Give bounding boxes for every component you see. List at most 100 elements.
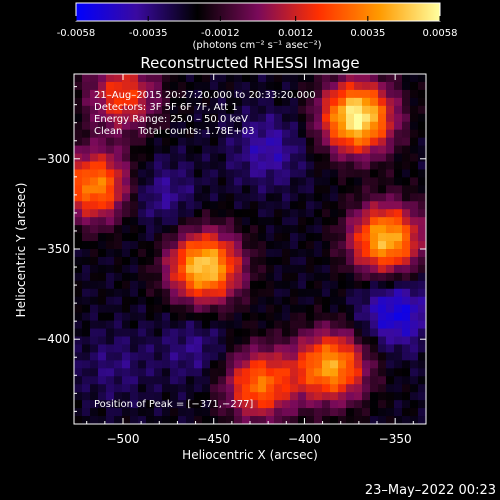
heatmap-cell xyxy=(138,81,147,91)
heatmap-cell xyxy=(306,249,315,258)
heatmap-cell xyxy=(178,241,187,250)
heatmap-cell xyxy=(298,336,307,345)
heatmap-cell xyxy=(146,177,155,186)
heatmap-cell xyxy=(354,177,363,186)
heatmap-cell xyxy=(202,74,211,83)
heatmap-cell xyxy=(194,169,203,178)
heatmap-cell xyxy=(322,264,331,274)
heatmap-cell xyxy=(122,161,131,170)
heatmap-cell xyxy=(130,201,139,210)
heatmap-cell xyxy=(418,121,427,131)
heatmap-cell xyxy=(418,416,427,425)
heatmap-cell xyxy=(418,304,427,314)
heatmap-cell xyxy=(146,336,155,345)
heatmap-cell xyxy=(210,256,219,266)
heatmap-cell xyxy=(282,129,291,139)
heatmap-cell xyxy=(338,145,347,154)
heatmap-cell xyxy=(338,241,347,250)
heatmap-cell xyxy=(98,89,107,99)
heatmap-cell xyxy=(130,336,139,345)
heatmap-cell xyxy=(354,312,363,321)
heatmap-cell xyxy=(106,169,115,178)
heatmap-cell xyxy=(418,97,427,107)
heatmap-cell xyxy=(242,233,251,242)
heatmap-cell xyxy=(306,201,315,210)
heatmap-cell xyxy=(194,105,203,115)
heatmap-cell xyxy=(202,312,211,321)
heatmap-cell xyxy=(394,352,403,361)
heatmap-cell xyxy=(202,249,211,258)
heatmap-cell xyxy=(114,193,123,202)
heatmap-cell xyxy=(250,185,259,194)
heatmap-cell xyxy=(354,121,363,131)
heatmap-cell xyxy=(298,288,307,298)
heatmap-cell xyxy=(98,328,107,337)
heatmap-cell xyxy=(106,193,115,202)
heatmap-cell xyxy=(242,416,251,425)
heatmap-cell xyxy=(274,209,283,218)
heatmap-cell xyxy=(378,264,387,274)
heatmap-cell xyxy=(90,320,99,329)
heatmap-cell xyxy=(106,384,115,393)
heatmap-cell xyxy=(146,209,155,218)
heatmap-cell xyxy=(122,185,131,194)
heatmap-cell xyxy=(290,344,299,353)
heatmap-cell xyxy=(146,368,155,377)
heatmap-cell xyxy=(354,105,363,115)
heatmap-cell xyxy=(418,328,427,337)
heatmap-cell xyxy=(170,129,179,139)
heatmap-cells xyxy=(74,74,427,425)
heatmap-cell xyxy=(298,328,307,337)
heatmap-cell xyxy=(290,312,299,321)
heatmap-cell xyxy=(410,352,419,361)
heatmap-cell xyxy=(138,161,147,170)
heatmap-cell xyxy=(266,74,275,83)
heatmap-cell xyxy=(266,368,275,377)
heatmap-cell xyxy=(218,97,227,107)
heatmap-cell xyxy=(306,400,315,409)
heatmap-cell xyxy=(250,376,259,385)
heatmap-cell xyxy=(74,193,83,202)
heatmap-cell xyxy=(290,233,299,242)
heatmap-cell xyxy=(130,360,139,369)
heatmap-cell xyxy=(218,304,227,314)
heatmap-cell xyxy=(282,328,291,337)
heatmap-cell xyxy=(138,296,147,306)
heatmap-cell xyxy=(410,400,419,409)
heatmap-cell xyxy=(418,336,427,345)
heatmap-cell xyxy=(122,193,131,202)
heatmap-cell xyxy=(322,145,331,154)
heatmap-cell xyxy=(82,177,91,186)
heatmap-cell xyxy=(226,296,235,306)
heatmap-cell xyxy=(314,344,323,353)
heatmap-cell xyxy=(298,376,307,385)
heatmap-cell xyxy=(274,161,283,170)
heatmap-cell xyxy=(194,288,203,298)
heatmap-cell xyxy=(378,241,387,250)
heatmap-cell xyxy=(98,193,107,202)
heatmap-cell xyxy=(90,336,99,345)
heatmap-cell xyxy=(338,153,347,162)
heatmap-cell xyxy=(258,105,267,115)
heatmap-cell xyxy=(138,249,147,258)
heatmap-cell xyxy=(114,113,123,123)
heatmap-cell xyxy=(338,113,347,123)
heatmap-cell xyxy=(290,209,299,218)
heatmap-cell xyxy=(394,368,403,377)
heatmap-cell xyxy=(258,81,267,91)
heatmap-cell xyxy=(370,153,379,162)
heatmap-cell xyxy=(90,177,99,186)
heatmap-cell xyxy=(250,169,259,178)
heatmap-cell xyxy=(210,408,219,417)
heatmap-cell xyxy=(234,336,243,345)
heatmap-cell xyxy=(82,113,91,123)
heatmap-cell xyxy=(114,264,123,274)
heatmap-cell xyxy=(338,256,347,266)
heatmap-cell xyxy=(418,137,427,146)
heatmap-cell xyxy=(114,288,123,298)
heatmap-cell xyxy=(298,169,307,178)
heatmap-cell xyxy=(186,145,195,154)
heatmap-cell xyxy=(202,233,211,242)
heatmap-cell xyxy=(218,241,227,250)
